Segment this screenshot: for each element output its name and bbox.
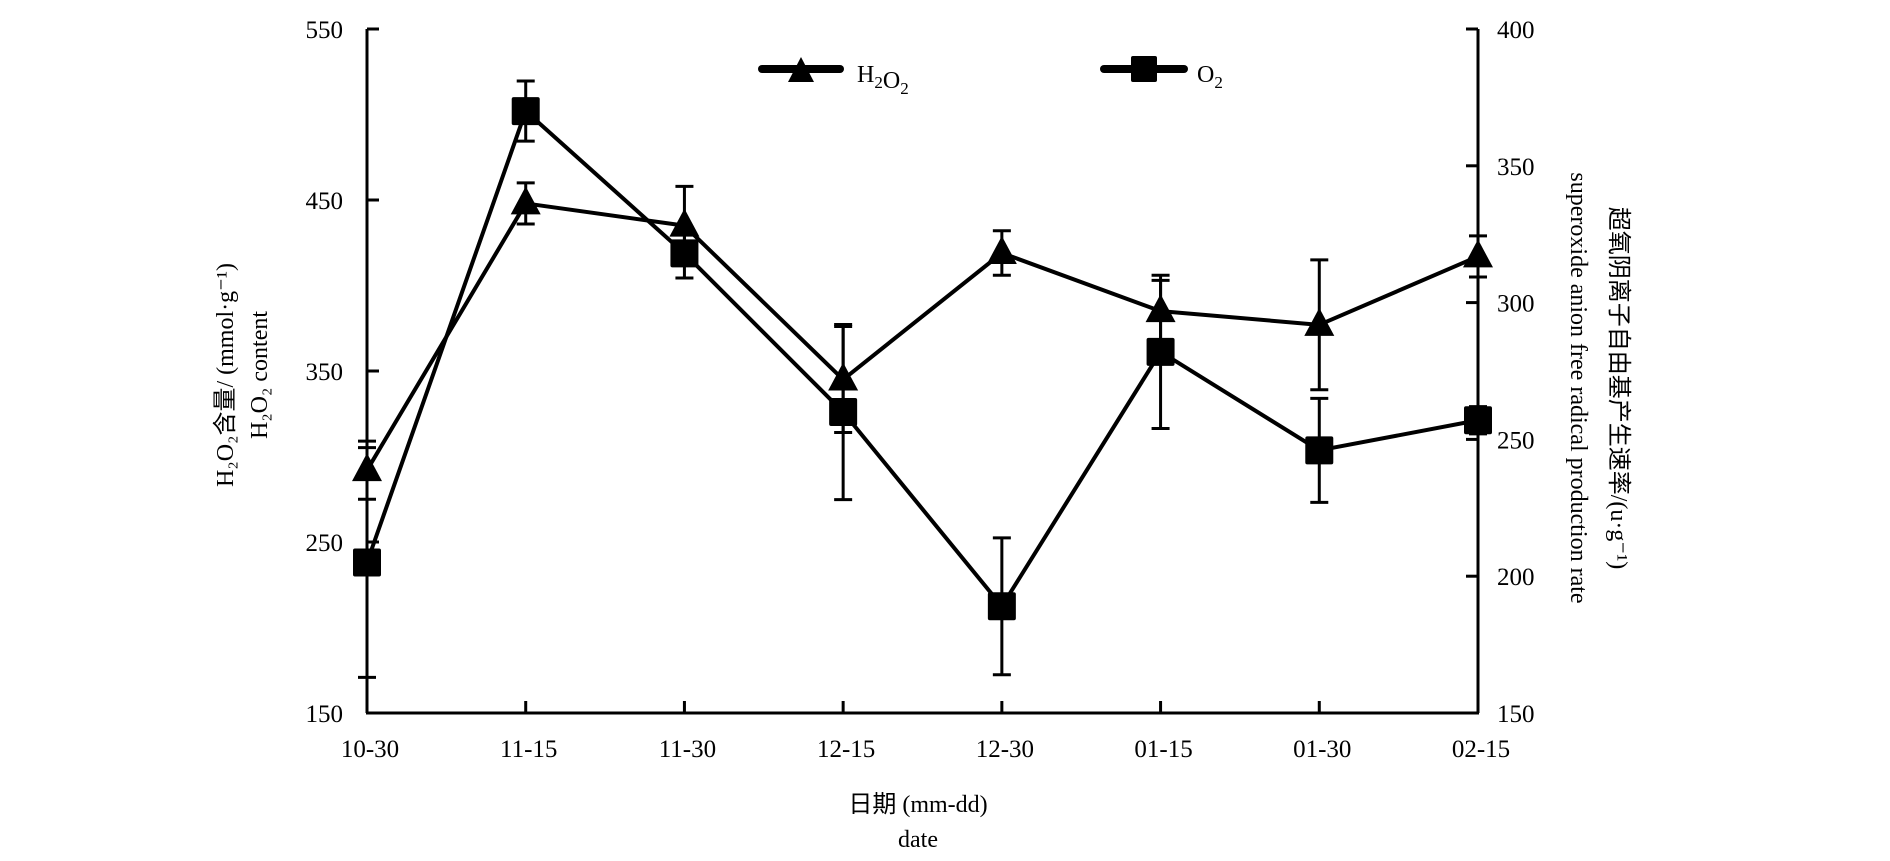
left-axis-title-line1: H₂O₂含量/ (mmol·g⁻¹) [212,263,239,487]
left-tick-label: 350 [306,359,344,386]
x-ticks: 10-30 11-15 11-30 12-15 12-30 01-15 01-30 02-15 [341,701,1510,763]
x-tick-label: 11-30 [659,736,716,763]
x-tick-label: 12-15 [817,736,875,763]
data-point-square [353,548,381,577]
x-tick-label: 10-30 [341,736,399,763]
axes [365,29,1480,715]
series-layer [352,79,1493,679]
data-point-triangle [510,186,541,215]
x-tick-label: 01-15 [1134,736,1192,763]
right-axis-title: 超氧阴离子自由基产生速率/(u·g⁻¹) superoxide anion fr… [1565,172,1632,603]
series-line [365,201,1479,472]
right-tick-label: 350 [1497,154,1535,181]
right-tick-label: 200 [1497,564,1535,591]
data-point-square [829,398,858,427]
left-tick-label: 250 [306,530,344,557]
data-point-square [670,239,699,268]
x-tick-label: 01-30 [1293,736,1351,763]
right-axis-title-line2: superoxide anion free radical production… [1565,172,1591,603]
legend-o2-label: O2 [1197,62,1223,92]
right-tick-label: 250 [1497,427,1535,454]
legend-h2o2-label: H2O2 [857,62,909,98]
data-point-triangle [1304,307,1335,336]
legend-item-o2: O2 [1100,56,1223,92]
right-axis-title-line1: 超氧阴离子自由基产生速率/(u·g⁻¹) [1605,207,1632,570]
right-tick-label: 400 [1497,17,1535,44]
data-point-square [1305,436,1334,465]
x-axis-title-line1: 日期 (mm-dd) [848,792,987,818]
x-tick-label: 02-15 [1452,736,1510,763]
left-tick-label: 150 [306,701,344,728]
legend-h2o2-triangle-icon [788,57,814,82]
series-o2 [353,79,1492,679]
legend: H2O2 O2 [758,56,1223,98]
left-tick-label: 450 [306,188,344,215]
data-point-square [1464,406,1492,435]
legend-o2-square-icon [1131,56,1157,82]
data-point-square [987,592,1016,621]
right-tick-label: 150 [1497,701,1535,728]
left-y-ticks: 150 250 350 450 550 [306,17,379,728]
data-point-triangle [986,236,1017,265]
left-axis-title: H₂O₂含量/ (mmol·g⁻¹) H₂O₂ content [212,263,273,487]
legend-item-h2o2: H2O2 [758,57,909,98]
x-axis-title-line2: date [898,827,938,853]
left-tick-label: 550 [306,17,344,44]
data-point-square [1146,337,1175,366]
x-tick-label: 11-15 [500,736,557,763]
data-point-triangle [1463,239,1493,268]
series-line [365,109,1479,609]
x-tick-label: 12-30 [976,736,1034,763]
right-tick-label: 300 [1497,291,1535,318]
left-axis-title-line2: H₂O₂ content [247,311,273,439]
data-point-square [511,97,540,126]
right-y-ticks: 150 200 250 300 350 400 [1466,17,1535,728]
